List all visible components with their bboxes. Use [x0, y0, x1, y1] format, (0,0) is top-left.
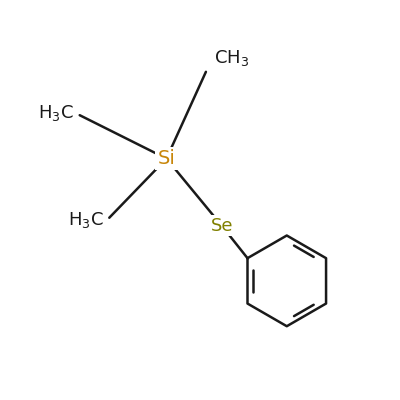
Text: Se: Se	[210, 217, 233, 235]
Text: CH$_3$: CH$_3$	[214, 48, 249, 68]
Text: H$_3$C: H$_3$C	[38, 103, 74, 123]
Text: H$_3$C: H$_3$C	[68, 210, 103, 230]
Text: Si: Si	[158, 149, 176, 168]
